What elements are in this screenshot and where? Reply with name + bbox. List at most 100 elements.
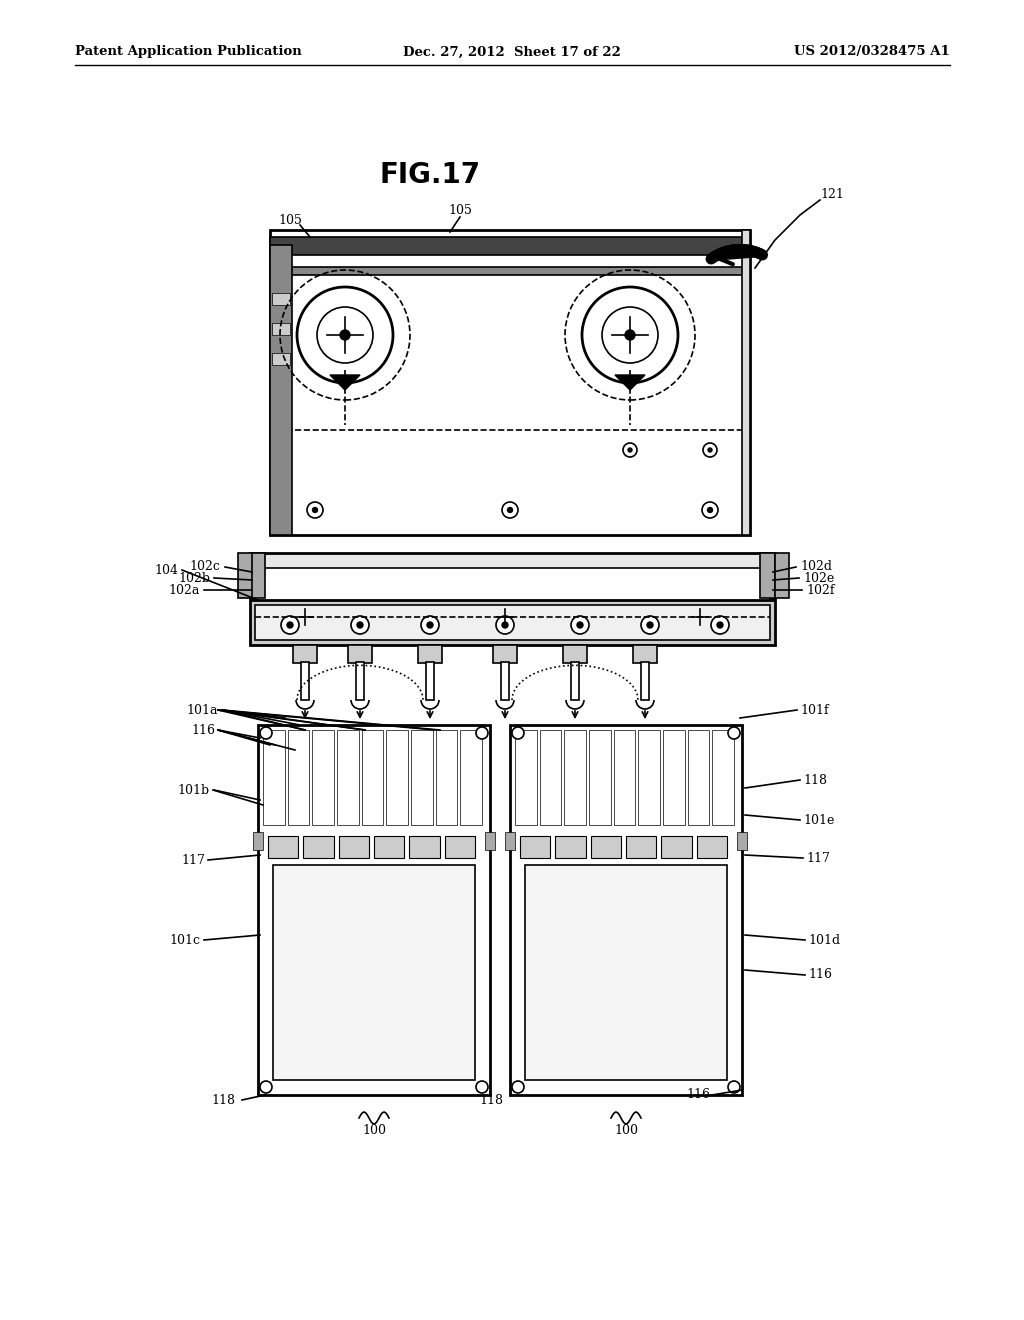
Circle shape (307, 502, 323, 517)
Bar (273, 865, 475, 1080)
Bar (418, 645, 442, 663)
Bar (563, 645, 587, 663)
Bar (555, 836, 586, 858)
Circle shape (340, 330, 350, 341)
Bar (591, 836, 621, 858)
Text: 116: 116 (686, 1089, 710, 1101)
Text: 118: 118 (479, 1093, 503, 1106)
Bar (520, 836, 550, 858)
Bar (760, 553, 775, 598)
Bar (250, 553, 265, 598)
Bar (633, 645, 657, 663)
Text: 104: 104 (154, 564, 178, 577)
Circle shape (260, 1081, 272, 1093)
Circle shape (628, 447, 632, 451)
Bar (515, 730, 537, 825)
Bar (272, 352, 290, 366)
Circle shape (625, 330, 635, 341)
Text: 101c: 101c (169, 933, 200, 946)
Text: US 2012/0328475 A1: US 2012/0328475 A1 (795, 45, 950, 58)
Bar (461, 730, 482, 825)
Circle shape (717, 622, 723, 628)
Circle shape (502, 622, 508, 628)
Bar (255, 568, 770, 603)
Circle shape (512, 727, 524, 739)
Polygon shape (615, 375, 645, 389)
Bar (493, 645, 517, 663)
Circle shape (357, 622, 362, 628)
Text: Dec. 27, 2012  Sheet 17 of 22: Dec. 27, 2012 Sheet 17 of 22 (403, 45, 621, 58)
Text: 117: 117 (806, 851, 829, 865)
Circle shape (571, 616, 589, 634)
Bar (540, 730, 561, 825)
Bar (663, 730, 685, 825)
Circle shape (577, 622, 583, 628)
Circle shape (287, 622, 293, 628)
Circle shape (708, 507, 713, 512)
Bar (510, 725, 742, 1096)
Bar (444, 836, 475, 858)
Text: 102a: 102a (169, 583, 200, 597)
Circle shape (421, 616, 439, 634)
Bar (435, 730, 458, 825)
Polygon shape (330, 375, 360, 389)
Circle shape (582, 286, 678, 383)
Bar (571, 663, 579, 700)
Bar (775, 553, 790, 598)
Bar (356, 663, 364, 700)
Bar (641, 663, 649, 700)
Bar (713, 730, 734, 825)
Circle shape (317, 308, 373, 363)
Bar (250, 553, 775, 598)
Bar (272, 293, 290, 305)
Text: 118: 118 (803, 774, 827, 787)
Circle shape (297, 286, 393, 383)
Bar (374, 836, 404, 858)
Circle shape (508, 507, 512, 512)
Bar (339, 836, 369, 858)
Bar (348, 645, 372, 663)
Circle shape (702, 502, 718, 517)
Bar (688, 730, 710, 825)
Bar (737, 832, 746, 850)
Bar (501, 663, 509, 700)
Bar (410, 836, 439, 858)
Bar (386, 730, 408, 825)
Bar (613, 730, 635, 825)
Text: 101e: 101e (803, 813, 835, 826)
Circle shape (728, 1081, 740, 1093)
Bar (426, 663, 434, 700)
Bar (255, 605, 770, 640)
Text: 101f: 101f (800, 704, 828, 717)
Text: 116: 116 (191, 723, 215, 737)
Bar (337, 730, 358, 825)
Text: 102c: 102c (189, 561, 220, 573)
Bar (270, 267, 750, 275)
Text: 121: 121 (820, 189, 844, 202)
Bar (638, 730, 660, 825)
Circle shape (351, 616, 369, 634)
Text: 102e: 102e (803, 572, 835, 585)
Bar (293, 645, 317, 663)
Text: 101d: 101d (808, 933, 840, 946)
Bar (564, 730, 586, 825)
Bar (272, 323, 290, 335)
Circle shape (427, 622, 433, 628)
Circle shape (496, 616, 514, 634)
Circle shape (502, 502, 518, 517)
Text: 117: 117 (181, 854, 205, 866)
Circle shape (476, 1081, 488, 1093)
Text: 100: 100 (362, 1123, 386, 1137)
Text: 116: 116 (808, 969, 831, 982)
Bar (626, 836, 656, 858)
Bar (361, 730, 383, 825)
Bar (301, 663, 309, 700)
Text: 101a: 101a (186, 704, 218, 717)
Bar (270, 246, 292, 535)
Bar (303, 836, 334, 858)
Bar (270, 230, 750, 535)
Circle shape (708, 447, 712, 451)
Bar (270, 238, 750, 255)
Circle shape (512, 1081, 524, 1093)
Text: 102f: 102f (806, 583, 835, 597)
